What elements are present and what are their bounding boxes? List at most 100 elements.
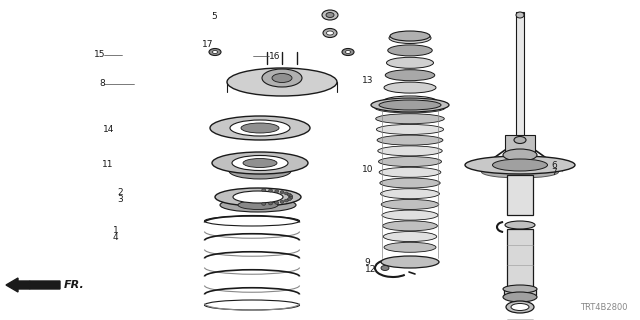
Ellipse shape [376,124,444,134]
Ellipse shape [287,193,291,196]
Ellipse shape [511,303,529,310]
Ellipse shape [269,202,273,205]
Ellipse shape [481,166,559,178]
Bar [507,229,533,289]
Text: 14: 14 [102,125,114,134]
Ellipse shape [379,100,441,110]
Ellipse shape [233,191,283,203]
Ellipse shape [388,45,432,56]
Ellipse shape [212,152,308,174]
Ellipse shape [241,123,279,133]
Text: 15: 15 [94,50,106,59]
Ellipse shape [205,216,300,226]
Ellipse shape [243,158,277,167]
Bar [507,175,533,215]
Ellipse shape [230,120,290,136]
Text: 7: 7 [552,168,557,177]
Ellipse shape [322,10,338,20]
Ellipse shape [275,190,279,193]
Text: 2: 2 [117,188,123,196]
Ellipse shape [381,199,439,209]
Ellipse shape [238,201,278,210]
Ellipse shape [346,51,351,53]
Ellipse shape [516,12,524,18]
Ellipse shape [287,198,291,201]
Ellipse shape [375,103,445,113]
Ellipse shape [387,57,433,68]
Ellipse shape [376,114,444,124]
Bar [505,135,535,160]
Text: 12: 12 [365,265,376,274]
Ellipse shape [377,135,443,145]
Ellipse shape [493,159,547,171]
Ellipse shape [326,12,334,18]
Ellipse shape [382,210,438,220]
Ellipse shape [242,81,322,95]
Bar [504,289,536,295]
Ellipse shape [389,33,431,44]
Text: 13: 13 [362,76,373,84]
Ellipse shape [269,189,273,192]
Ellipse shape [262,202,266,205]
Ellipse shape [342,49,354,55]
Text: 5: 5 [211,12,217,20]
Text: 17: 17 [202,40,213,49]
Ellipse shape [378,156,442,167]
Ellipse shape [262,69,302,87]
Bar [516,12,524,140]
Ellipse shape [229,163,291,179]
Text: 9: 9 [365,258,371,267]
Ellipse shape [272,74,292,83]
Ellipse shape [383,232,436,242]
Text: 8: 8 [100,79,106,88]
Ellipse shape [390,31,430,41]
Ellipse shape [381,266,389,270]
Ellipse shape [262,188,266,192]
Ellipse shape [505,221,535,229]
Ellipse shape [220,198,296,212]
Ellipse shape [323,28,337,37]
Ellipse shape [506,301,534,313]
Ellipse shape [280,200,284,203]
Ellipse shape [289,196,293,199]
Ellipse shape [209,49,221,55]
Ellipse shape [215,188,301,206]
Ellipse shape [514,137,526,143]
Ellipse shape [284,192,289,195]
Text: 4: 4 [113,233,118,242]
Ellipse shape [503,292,537,302]
Ellipse shape [289,195,293,198]
Text: FR.: FR. [64,280,84,290]
FancyArrow shape [6,278,60,292]
Ellipse shape [380,178,440,188]
Ellipse shape [385,70,435,81]
Ellipse shape [326,31,333,35]
Ellipse shape [371,98,449,112]
Text: 1: 1 [113,226,118,235]
Ellipse shape [381,189,440,199]
Text: 3: 3 [117,195,123,204]
Ellipse shape [503,149,537,161]
Ellipse shape [378,146,442,156]
Ellipse shape [280,191,284,194]
Text: 11: 11 [102,160,114,169]
Ellipse shape [232,156,288,171]
Text: 10: 10 [362,165,373,174]
Ellipse shape [465,156,575,174]
Ellipse shape [384,82,436,93]
Ellipse shape [503,285,537,293]
Ellipse shape [384,242,436,252]
Ellipse shape [210,116,310,140]
Ellipse shape [205,300,300,310]
Ellipse shape [212,51,218,53]
Ellipse shape [381,256,439,268]
Ellipse shape [382,96,438,108]
Text: 6: 6 [552,161,557,170]
Ellipse shape [383,221,437,231]
Ellipse shape [379,167,441,177]
Ellipse shape [227,68,337,96]
Text: TRT4B2800: TRT4B2800 [580,303,628,312]
Ellipse shape [275,201,279,204]
Ellipse shape [284,199,289,202]
Text: 16: 16 [269,52,280,60]
